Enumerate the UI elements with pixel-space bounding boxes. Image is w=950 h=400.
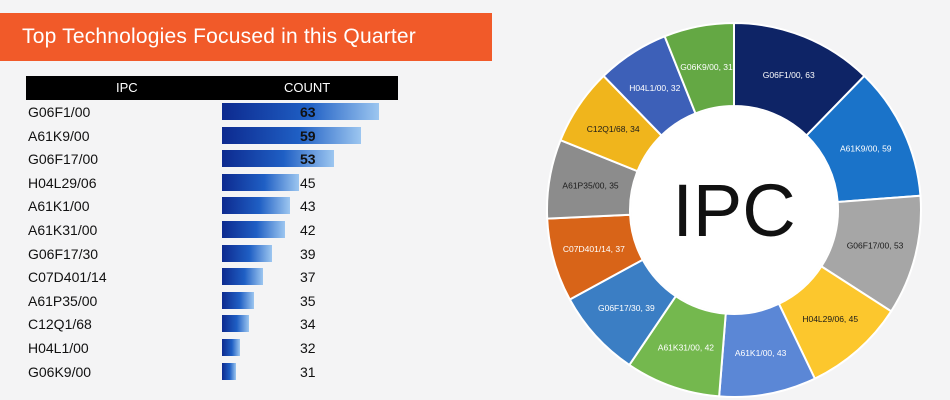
count-bar [222,197,290,215]
table-row: A61K9/00 59 [26,124,398,148]
ipc-code-label: A61K1/00 [28,198,90,215]
ipc-code-label: G06F1/00 [28,104,91,120]
count-bar [222,291,254,309]
count-value-label: 37 [300,269,316,286]
ipc-code-label: C12Q1/68 [28,316,92,333]
table-body: G06F1/00 63 A61K9/00 59 G06F17/00 53 H04L29/06… [26,100,398,383]
donut-slice-label: G06F17/30, 39 [598,303,655,313]
table-row: A61P35/00 35 [26,289,398,313]
count-value-label: 59 [300,127,316,144]
ipc-code-label: H04L1/00 [28,339,89,356]
donut-hole [631,107,837,313]
chart-title: Top Technologies Focused in this Quarter [22,25,416,48]
ipc-code-label: A61K9/00 [28,127,90,144]
donut-slice-label: H04L1/00, 32 [629,83,680,93]
count-bar [222,268,263,286]
count-bar [222,338,241,356]
count-value-label: 35 [300,292,316,309]
donut-slice-label: A61K31/00, 42 [658,342,715,352]
table-row: A61K1/00 43 [26,194,398,218]
ipc-code-label: A61P35/00 [28,292,98,309]
chart-title-banner: Top Technologies Focused in this Quarter [0,13,492,61]
count-bar [222,173,299,191]
table-row: G06F17/00 53 [26,147,398,171]
ipc-code-label: H04L29/06 [28,174,97,191]
count-bar [222,126,362,144]
table-row: C07D401/14 37 [26,265,398,289]
donut-slice-label: C07D401/14, 37 [563,244,625,254]
ipc-code-label: G06F17/30 [28,245,99,262]
donut-slice [663,21,735,115]
donut-slice-label: G06F17/00, 53 [847,241,904,251]
count-value-label: 45 [300,174,316,191]
donut-slice-label: A61K1/00, 43 [735,348,787,358]
ipc-code-label: A61K31/00 [28,221,98,238]
table-row: G06F17/30 39 [26,242,398,266]
ipc-code-label: C07D401/14 [28,269,107,286]
ipc-donut-chart: G06F1/00, 63 A61K9/00, 59 G06F17/00, 53 H04… [546,21,922,398]
donut-slice-label: G06K9/00, 31 [680,62,733,72]
donut-slice-label: H04L29/06, 45 [802,314,858,324]
count-bar [222,362,236,380]
ipc-code-label: G06F17/00 [28,151,99,168]
table-row: H04L29/06 45 [26,171,398,195]
donut-slice-label: G06F1/00, 63 [763,70,815,80]
count-bar [222,103,379,120]
count-bar [222,244,272,262]
donut-slice-label: C12Q1/68, 34 [587,124,640,134]
count-bar [222,150,335,168]
count-value-label: 43 [300,198,316,215]
table-header: IPC COUNT [26,76,398,100]
count-value-label: 39 [300,245,316,262]
table-row: G06F1/00 63 [26,100,398,124]
count-value-label: 42 [300,221,316,238]
count-bar [222,220,286,238]
donut-slice-label: A61P35/00, 35 [562,181,619,191]
ipc-code-label: G06K9/00 [28,363,92,380]
table-row: C12Q1/68 34 [26,312,398,336]
count-value-label: 31 [300,363,316,380]
column-header-count: COUNT [284,80,331,95]
ipc-count-table: IPC COUNT G06F1/00 63 A61K9/00 59 G06F17/00 5… [26,76,398,383]
table-row: A61K31/00 42 [26,218,398,242]
count-value-label: 32 [300,339,316,356]
table-row: G06K9/00 31 [26,360,398,384]
table-row: H04L1/00 32 [26,336,398,360]
count-value-label: 63 [300,104,316,120]
count-value-label: 34 [300,316,316,333]
count-bar [222,315,250,333]
column-header-ipc: IPC [116,80,138,95]
donut-center-label: IPC [672,169,795,252]
donut-slice-label: A61K9/00, 59 [840,143,892,153]
count-value-label: 53 [300,151,316,168]
